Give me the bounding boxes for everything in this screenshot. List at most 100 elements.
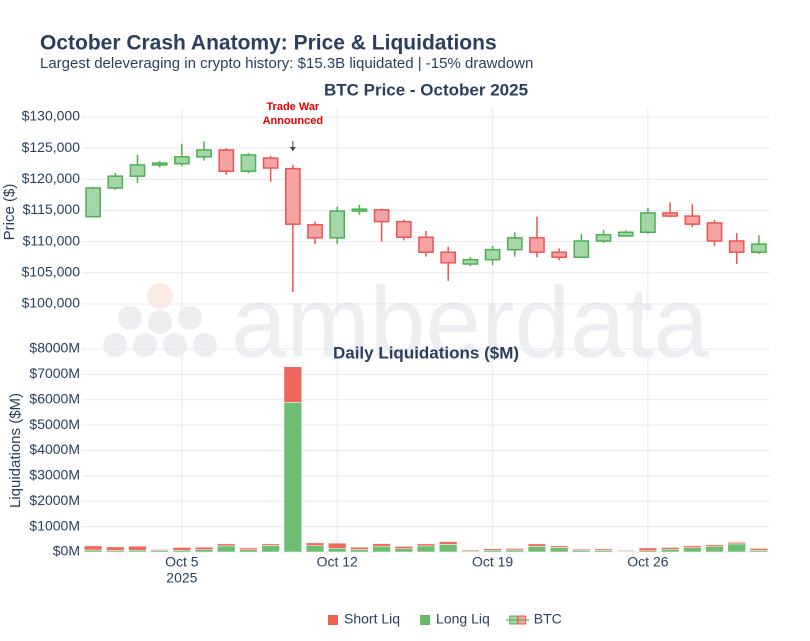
y-tick-label: $110,000	[23, 232, 81, 248]
legend-label: Long Liq	[436, 611, 490, 627]
y-tick-label: $5000M	[29, 416, 80, 432]
y-tick-label: $8000M	[29, 340, 80, 356]
bar	[150, 549, 169, 551]
x-tick-year: 2025	[166, 570, 197, 586]
y-tick-label: $130,000	[22, 108, 81, 124]
bar	[106, 546, 125, 551]
y-axis-title: Price ($)	[1, 184, 18, 241]
candle-body	[418, 236, 434, 253]
bar	[705, 546, 724, 553]
bar	[305, 545, 325, 553]
candle-body	[684, 215, 701, 225]
bar	[394, 548, 413, 553]
annotation: Trade War	[266, 101, 319, 113]
candle-body	[484, 248, 501, 261]
bar	[172, 547, 191, 551]
y-tick-label: $125,000	[22, 139, 81, 155]
bar	[550, 545, 569, 548]
bar	[261, 545, 280, 553]
candle-body	[329, 210, 346, 239]
bar	[261, 543, 280, 546]
bar	[83, 545, 103, 551]
candle-body	[218, 149, 235, 172]
x-tick-label: Oct 5	[165, 554, 199, 570]
candle-body	[440, 251, 457, 264]
candle-body	[85, 187, 101, 218]
candle-body	[240, 154, 257, 172]
bar	[416, 543, 436, 547]
bar	[194, 546, 214, 550]
candle-body	[373, 209, 390, 223]
y-axis-title: Liquidations ($M)	[7, 393, 24, 508]
bar	[128, 549, 147, 553]
bar	[572, 549, 591, 553]
y-tick-label: $115,000	[23, 201, 81, 217]
bar	[572, 548, 591, 551]
bar	[372, 543, 391, 547]
candle-body	[506, 237, 523, 251]
bar	[661, 548, 680, 553]
y-tick-label: $120,000	[22, 170, 81, 186]
candle-body	[151, 162, 168, 166]
candle-body	[351, 208, 368, 212]
candle-body	[307, 224, 323, 239]
candle-body	[196, 149, 212, 158]
watermark-logo	[103, 283, 217, 357]
candle-body	[129, 164, 146, 177]
legend-label: Short Liq	[344, 611, 400, 627]
candle-body	[262, 157, 279, 169]
bar	[83, 549, 103, 553]
legend-swatch	[420, 615, 431, 625]
candle-body	[573, 240, 590, 258]
bar	[594, 548, 613, 551]
candle-body	[751, 243, 767, 253]
watermark: amberdata	[231, 266, 709, 378]
y-tick-label: $100,000	[22, 295, 81, 311]
bar	[527, 543, 547, 547]
candle-body	[551, 251, 568, 258]
bar	[283, 402, 302, 553]
y-tick-label: $1000M	[29, 517, 80, 533]
y-tick-label: $0M	[53, 543, 80, 559]
bar	[328, 542, 347, 549]
bar	[616, 550, 635, 552]
candle-body	[728, 240, 745, 253]
candle-body	[284, 167, 301, 225]
bar	[749, 548, 769, 551]
bar	[483, 549, 502, 553]
x-tick-label: Oct 26	[627, 554, 668, 570]
y-tick-label: $7000M	[29, 365, 80, 381]
bar	[172, 549, 191, 553]
y-tick-label: $3000M	[29, 467, 80, 483]
bar	[727, 542, 746, 545]
bar	[305, 542, 325, 546]
bar	[527, 546, 547, 553]
bar	[683, 545, 702, 548]
bar	[239, 549, 258, 553]
bar	[439, 541, 458, 545]
x-tick-label: Oct 12	[317, 554, 358, 570]
bar	[350, 549, 369, 553]
y-tick-label: $4000M	[29, 441, 80, 457]
bar	[194, 549, 214, 553]
chart-title: October Crash Anatomy: Price & Liquidati…	[40, 32, 497, 55]
bar	[128, 545, 147, 551]
subplot-title: BTC Price - October 2025	[324, 80, 528, 99]
bar	[217, 543, 236, 547]
y-tick-label: $6000M	[29, 390, 80, 406]
subplot-title: Daily Liquidations ($M)	[333, 343, 519, 362]
legend-swatch	[328, 615, 338, 625]
bar	[328, 547, 347, 553]
bar	[461, 549, 480, 552]
bar	[683, 547, 702, 553]
bar	[638, 547, 658, 551]
candle-body	[174, 156, 190, 165]
legend-label: BTC	[534, 611, 562, 627]
candle-body	[107, 175, 124, 189]
candle-body	[462, 258, 479, 265]
bar	[372, 545, 391, 553]
bar	[283, 366, 302, 403]
candle-body	[395, 220, 412, 238]
bar	[439, 544, 458, 553]
